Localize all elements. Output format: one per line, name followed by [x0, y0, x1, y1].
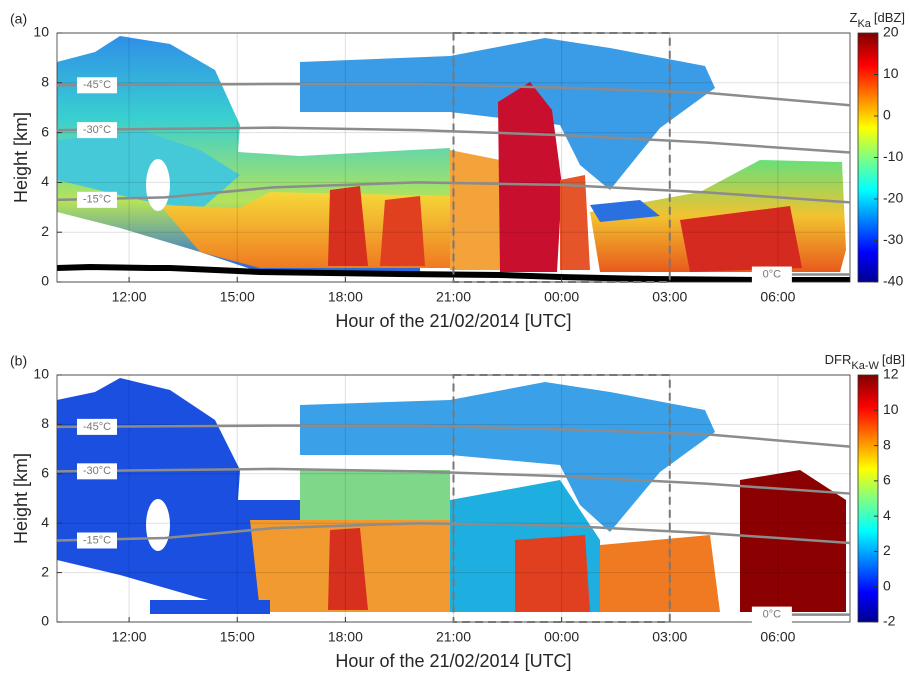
x-tick-label: 00:00: [544, 289, 579, 305]
colorbar-tick-label: 12: [883, 366, 899, 382]
colorbar-label: DFRKa-W [dB]: [825, 352, 905, 371]
colorbar-tick-label: 4: [883, 507, 891, 523]
colorbar-tick-label: 6: [883, 472, 891, 488]
colorbar-label: ZKa [dBZ]: [850, 10, 906, 29]
y-tick-label: 0: [41, 613, 49, 629]
x-tick-label: 15:00: [220, 289, 255, 305]
highlight-box: [452, 32, 671, 283]
isotherm-line: [56, 521, 851, 545]
x-axis-label: Hour of the 21/02/2014 [UTC]: [335, 311, 571, 331]
y-axis-label: Height [km]: [11, 453, 31, 544]
colorbar-label-unit: [dB]: [882, 352, 905, 367]
isotherm-label: -15°C: [83, 194, 111, 206]
isotherm-label-bg: [751, 606, 792, 623]
x-axis-label: Hour of the 21/02/2014 [UTC]: [335, 651, 571, 671]
colorbar-tick-label: 10: [883, 401, 899, 417]
x-tick-label: 12:00: [112, 629, 147, 645]
isotherm-label-bg: [77, 77, 117, 94]
colorbar-tick-label: 10: [883, 65, 899, 81]
isotherm-line: [56, 424, 851, 448]
colorbar-tick-label: 0: [883, 577, 891, 593]
y-tick-label: 4: [41, 514, 49, 530]
colorbar: [857, 374, 879, 623]
y-tick-label: 2: [41, 223, 49, 239]
radar-image-a: [57, 36, 850, 282]
isotherm-label-bg: [77, 463, 117, 480]
y-tick-label: 8: [41, 415, 49, 431]
colorbar-tick-label: 0: [883, 107, 891, 123]
x-tick-label: 06:00: [760, 289, 795, 305]
colorbar-tick-label: -40: [883, 273, 903, 289]
isotherm-label-bg: [77, 122, 117, 139]
isotherm-label: -30°C: [83, 465, 111, 477]
isotherm-line: [56, 181, 851, 204]
colorbar-tick-label: 2: [883, 542, 891, 558]
panel-label: (a): [10, 11, 27, 27]
y-tick-label: 10: [33, 366, 49, 382]
x-tick-label: 03:00: [652, 629, 687, 645]
colorbar-tick-label: -30: [883, 231, 903, 247]
y-tick-label: 6: [41, 465, 49, 481]
x-tick-label: 21:00: [436, 289, 471, 305]
colorbar-tick-label: -20: [883, 190, 903, 206]
isotherm-line: [56, 82, 851, 107]
isotherm-label: 0°C: [763, 608, 782, 620]
x-tick-label: 15:00: [220, 629, 255, 645]
isotherm-label: 0°C: [763, 268, 782, 280]
radar-image-b: [57, 378, 846, 614]
colorbar-tick-label: -10: [883, 148, 903, 164]
isotherm-line: [56, 126, 851, 154]
y-tick-label: 6: [41, 123, 49, 139]
x-tick-label: 06:00: [760, 629, 795, 645]
colorbar-label-sub: Ka: [857, 18, 871, 30]
colorbar-tick-label: 20: [883, 24, 899, 40]
isotherm-label-bg: [77, 418, 117, 435]
isotherm-label: -15°C: [83, 534, 111, 546]
colorbar-tick-label: 8: [883, 436, 891, 452]
x-tick-label: 03:00: [652, 289, 687, 305]
y-axis-label: Height [km]: [11, 112, 31, 203]
highlight-box: [452, 374, 671, 623]
y-tick-label: 8: [41, 74, 49, 90]
x-tick-label: 00:00: [544, 629, 579, 645]
colorbar-label-unit: [dBZ]: [874, 10, 905, 25]
isotherm-label: -45°C: [83, 79, 111, 91]
isotherm-label-bg: [77, 191, 117, 208]
colorbar-label-main: DFR: [825, 352, 852, 367]
isotherm-label-bg: [77, 532, 117, 549]
panel-label: (b): [10, 353, 27, 369]
x-tick-label: 12:00: [112, 289, 147, 305]
colorbar-label-sub: Ka-W: [851, 360, 879, 372]
isotherm-label-bg: [751, 266, 792, 283]
y-tick-label: 10: [33, 24, 49, 40]
y-tick-label: 2: [41, 563, 49, 579]
x-tick-label: 18:00: [328, 629, 363, 645]
colorbar-label-main: Z: [850, 10, 858, 25]
x-tick-label: 21:00: [436, 629, 471, 645]
isotherm-label: -45°C: [83, 421, 111, 433]
y-tick-label: 0: [41, 273, 49, 289]
colorbar-tick-label: -2: [883, 613, 896, 629]
isotherm-line: [56, 467, 851, 495]
y-tick-label: 4: [41, 173, 49, 189]
x-tick-label: 18:00: [328, 289, 363, 305]
isotherm-label: -30°C: [83, 124, 111, 136]
